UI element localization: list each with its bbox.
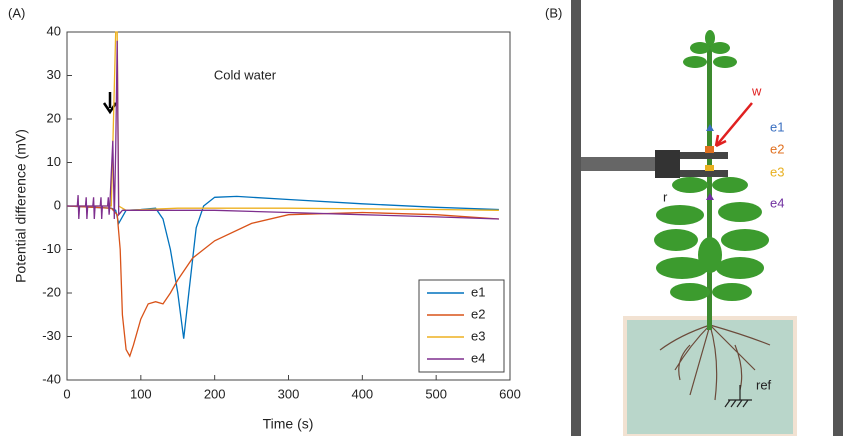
series-line: [67, 31, 499, 211]
water-arrow: [714, 102, 753, 148]
y-axis-label: Potential difference (mV): [13, 129, 29, 283]
diagram-label: e2: [770, 141, 784, 156]
x-tick-label: 600: [499, 386, 521, 401]
leaves: [654, 30, 769, 301]
y-tick-label: -30: [42, 328, 61, 343]
pole: [571, 0, 581, 436]
series-line: [66, 195, 499, 339]
x-tick-label: 300: [278, 386, 300, 401]
y-tick-label: -10: [42, 241, 61, 256]
diagram-label: r: [663, 189, 668, 204]
y-tick-label: 10: [47, 154, 61, 169]
series-line: [66, 205, 499, 358]
y-tick-label: -20: [42, 284, 61, 299]
legend-box: [418, 279, 505, 373]
electrode-marker: [705, 165, 714, 171]
stem: [707, 45, 712, 330]
x-axis-label: Time (s): [263, 416, 314, 432]
panel-label: (B): [545, 5, 562, 20]
annotation: Cold water: [214, 67, 277, 82]
electrode-marker: [705, 146, 714, 153]
setup-illustration: (B): [545, 0, 843, 436]
electrode-marker: [706, 124, 714, 131]
x-tick-label: 500: [425, 386, 447, 401]
diagram-label: e4: [770, 195, 784, 210]
x-tick-label: 200: [204, 386, 226, 401]
roots: [659, 324, 771, 401]
y-tick-label: 20: [47, 110, 61, 125]
legend-label: e1: [471, 284, 485, 299]
water-tank: [623, 316, 797, 436]
clamp-arm: [581, 157, 661, 171]
legend-label: e2: [471, 306, 485, 321]
y-tick-label: 30: [47, 67, 61, 82]
clamp-plate: [680, 170, 728, 177]
legend-label: e3: [471, 328, 485, 343]
x-tick-label: 400: [351, 386, 373, 401]
y-tick-label: 0: [54, 197, 61, 212]
diagram-label: e1: [770, 119, 784, 134]
diagram-label: ref: [756, 377, 772, 392]
ground-symbol: [724, 385, 752, 408]
diagram-label: w: [751, 83, 762, 98]
diagram-label: e3: [770, 164, 784, 179]
legend-label: e4: [471, 350, 485, 365]
panel-label: (A): [8, 5, 25, 20]
x-tick-label: 100: [130, 386, 152, 401]
pole: [833, 0, 843, 436]
y-tick-label: -40: [42, 371, 61, 386]
electrode-marker: [706, 193, 714, 200]
clamp: [655, 150, 680, 178]
y-tick-label: 40: [47, 23, 61, 38]
clamp-plate: [680, 152, 728, 159]
series-line: [67, 40, 499, 220]
x-tick-label: 0: [63, 386, 70, 401]
